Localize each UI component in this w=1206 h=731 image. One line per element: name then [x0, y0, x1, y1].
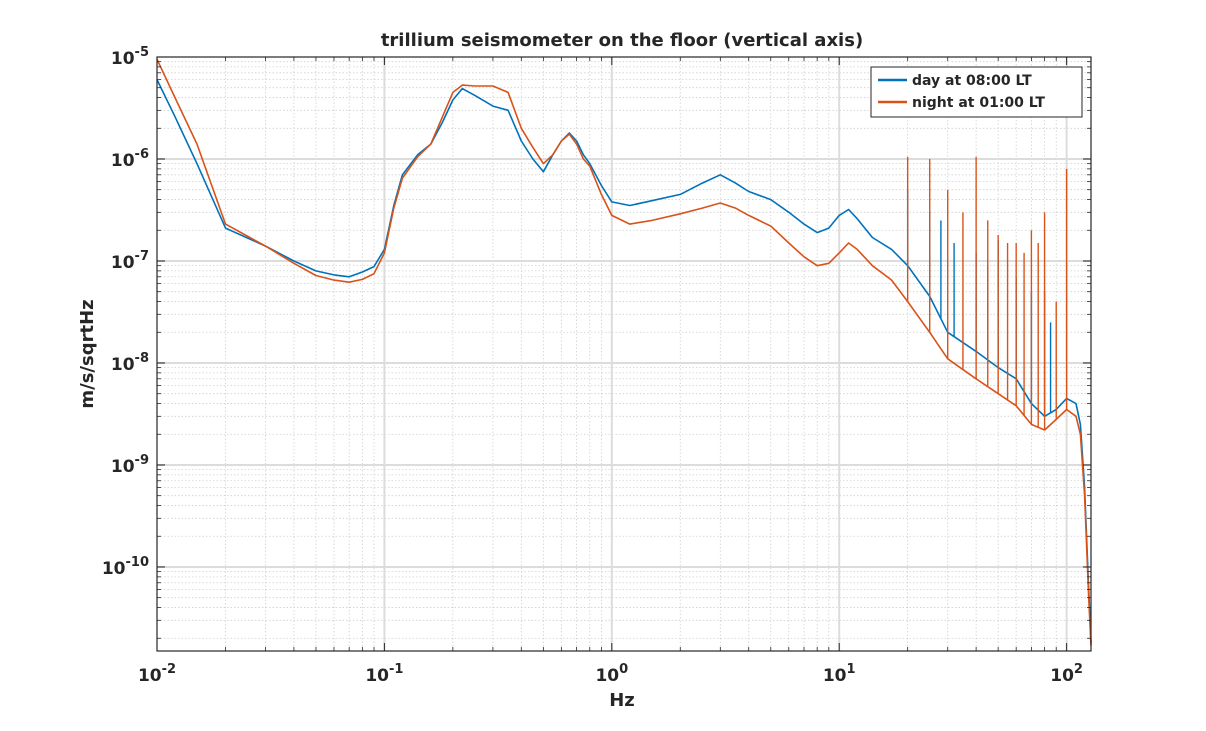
plot-background	[157, 57, 1091, 651]
plot-frame	[156, 56, 1092, 652]
legend: day at 08:00 LT night at 01:00 LT	[870, 66, 1083, 118]
x-tick-label: 100	[595, 662, 628, 686]
chart-title: trillium seismometer on the floor (verti…	[381, 30, 863, 51]
x-tick-label: 10-1	[365, 662, 403, 686]
grid-lines	[157, 57, 1091, 651]
series-line-1	[156, 58, 1092, 646]
legend-label-day: day at 08:00 LT	[912, 73, 1032, 89]
y-tick-labels: 10-10 10-9 10-8 10-7 10-6 10-5	[102, 45, 149, 579]
y-tick-label: 10-8	[111, 351, 149, 375]
x-tick-label: 101	[823, 662, 856, 686]
legend-box	[870, 66, 1083, 118]
y-tick-label: 10-9	[111, 453, 149, 477]
y-tick-label: 10-10	[102, 555, 149, 579]
y-tick-label: 10-7	[111, 249, 149, 273]
tick-marks	[156, 56, 1091, 651]
series-lines	[156, 58, 1092, 646]
x-tick-label: 10-2	[138, 662, 176, 686]
y-tick-label: 10-5	[111, 45, 149, 69]
x-tick-label: 102	[1050, 662, 1083, 686]
y-axis-label: m/s/sqrtHz	[77, 299, 98, 408]
legend-label-night: night at 01:00 LT	[912, 95, 1045, 111]
series-line-0	[156, 79, 1092, 643]
x-axis-label: Hz	[609, 690, 635, 711]
y-tick-label: 10-6	[111, 147, 149, 171]
x-tick-labels: 10-2 10-1 100 101 102	[138, 662, 1083, 686]
